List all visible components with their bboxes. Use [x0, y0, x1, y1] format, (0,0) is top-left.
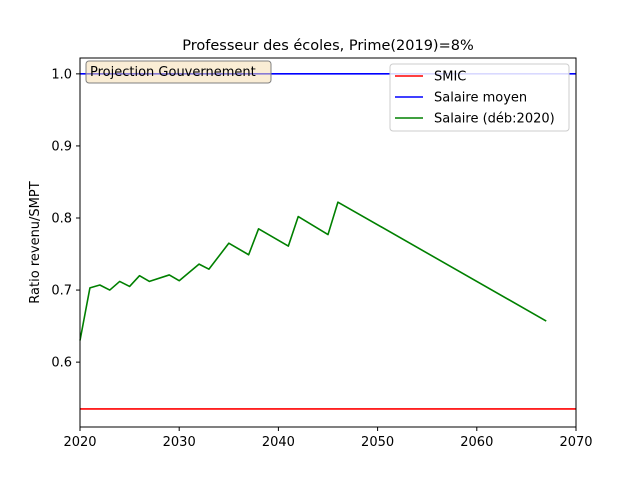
legend-box — [389, 63, 570, 132]
y-tick-label: 0.8 — [51, 211, 72, 226]
annotation-box: Projection Gouvernement — [85, 60, 272, 84]
x-tick-label: 2040 — [262, 435, 295, 450]
annotation-box-bg — [85, 60, 272, 84]
plot-frame — [79, 57, 577, 428]
y-axis-label: Ratio revenu/SMPT — [28, 181, 43, 303]
series-line-salaire-deb-2020 — [79, 201, 547, 341]
x-tick-label: 2060 — [460, 435, 493, 450]
y-tick-label: 0.6 — [51, 356, 72, 371]
legend-label-salaire-deb-2020: Salaire (déb:2020) — [434, 112, 555, 127]
y-tick-label: 1.0 — [51, 67, 72, 82]
x-tick-label: 2070 — [559, 435, 592, 450]
y-tick-label: 0.7 — [51, 284, 72, 299]
legend-label-salaire-moyen: Salaire moyen — [434, 91, 527, 106]
legend: SMIC Salaire moyen Salaire (déb:2020) — [389, 63, 570, 132]
chart-title: Professeur des écoles, Prime(2019)=8% — [182, 38, 474, 54]
ticks-layer: 2020 2030 2040 2050 2060 2070 0.6 0.7 0.8 0.9 1.0 — [51, 67, 592, 450]
x-tick-label: 2030 — [163, 435, 196, 450]
legend-label-smic: SMIC — [434, 70, 466, 85]
y-tick-label: 0.9 — [51, 139, 72, 154]
x-tick-label: 2050 — [361, 435, 394, 450]
annotation-text: Projection Gouvernement — [90, 65, 256, 80]
x-tick-label: 2020 — [63, 435, 96, 450]
